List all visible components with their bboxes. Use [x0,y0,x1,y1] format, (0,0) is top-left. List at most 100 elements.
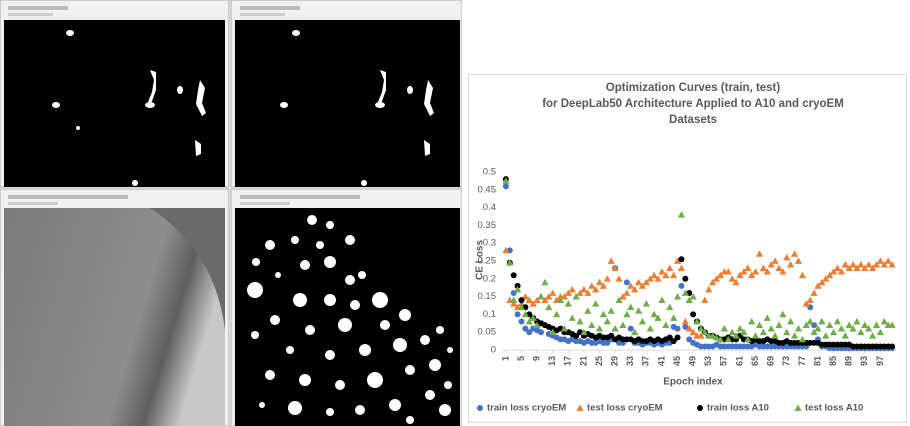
data-point [685,296,693,304]
data-point [794,257,803,264]
chart-title: Optimization Curves (train, test) [606,82,781,94]
y-tick-label: 0.15 [478,291,497,302]
data-point [837,268,845,275]
data-point [790,332,799,339]
data-point [826,271,834,279]
data-point [619,293,627,300]
data-point [857,260,865,268]
data-point [759,328,767,336]
data-point [690,311,697,318]
data-point [522,325,529,332]
y-tick-label: 0.4 [483,202,496,213]
x-tick-label: 69 [766,356,776,366]
x-tick-label: 93 [859,356,869,366]
data-point [779,268,787,275]
legend-marker [794,404,802,411]
data-point [728,275,736,282]
data-point [607,307,615,314]
data-point [720,325,728,332]
data-point [716,335,725,343]
data-point [849,260,857,268]
data-point [833,317,842,325]
data-point [638,282,647,289]
data-point [670,314,678,321]
data-point [537,293,545,300]
data-point [592,285,600,293]
data-point [763,268,771,275]
data-point [564,300,572,307]
data-point [767,260,775,268]
data-point [514,285,522,293]
data-point [529,314,537,321]
data-point [740,328,748,336]
data-point [748,317,756,325]
data-point [538,329,545,336]
data-point [767,325,775,332]
data-point [560,293,569,300]
data-point [783,328,791,336]
data-point [876,257,884,264]
data-point [580,328,588,336]
x-tick-label: 17 [563,356,573,366]
data-point [822,275,830,282]
data-point [556,296,565,304]
data-point [697,332,705,339]
data-point [545,303,553,311]
data-point [627,303,635,311]
data-point [853,317,861,325]
data-point [889,343,896,350]
data-point [709,278,717,286]
data-point [884,257,892,264]
x-tick-label: 65 [750,356,760,366]
y-tick-label: 0.2 [483,273,496,284]
data-point [526,329,533,336]
data-point [541,296,549,304]
data-point [732,332,740,339]
x-tick-label: 25 [594,356,604,366]
x-tick-label: 21 [578,356,588,366]
data-point [506,259,514,266]
y-tick-label: 0.1 [483,309,496,320]
y-tick-label: 0 [491,345,496,356]
y-tick-label: 0.3 [483,238,496,249]
data-point [681,317,689,325]
chart-title: for DeepLab50 Architecture Applied to A1… [542,98,844,110]
data-point [611,264,619,271]
data-point [794,325,803,332]
data-point [638,317,647,325]
data-point [806,296,814,304]
data-point [677,211,686,218]
x-tick-label: 89 [844,356,854,366]
data-point [608,332,615,339]
data-point [810,289,818,296]
data-point [521,310,530,318]
data-point [802,300,810,307]
data-point [888,260,896,268]
data-point [510,300,518,307]
data-point [595,278,604,286]
data-point [619,321,627,328]
data-point [572,293,580,300]
data-point [518,297,525,304]
data-point [712,275,721,282]
data-point [755,321,764,328]
data-point [779,310,787,318]
data-point [627,325,634,332]
data-point [841,332,849,339]
data-point [646,275,654,282]
data-point [822,332,830,339]
data-point [751,268,760,275]
data-point [658,268,666,275]
data-point [798,335,806,343]
data-point [573,332,580,339]
image-panels [0,0,462,426]
data-point [510,272,517,279]
data-point [560,325,569,332]
data-point [872,321,881,328]
data-point [868,264,877,271]
x-tick-label: 81 [812,356,822,366]
data-point [798,271,806,279]
data-point [533,296,541,304]
data-point [849,325,857,332]
data-point [580,285,588,293]
